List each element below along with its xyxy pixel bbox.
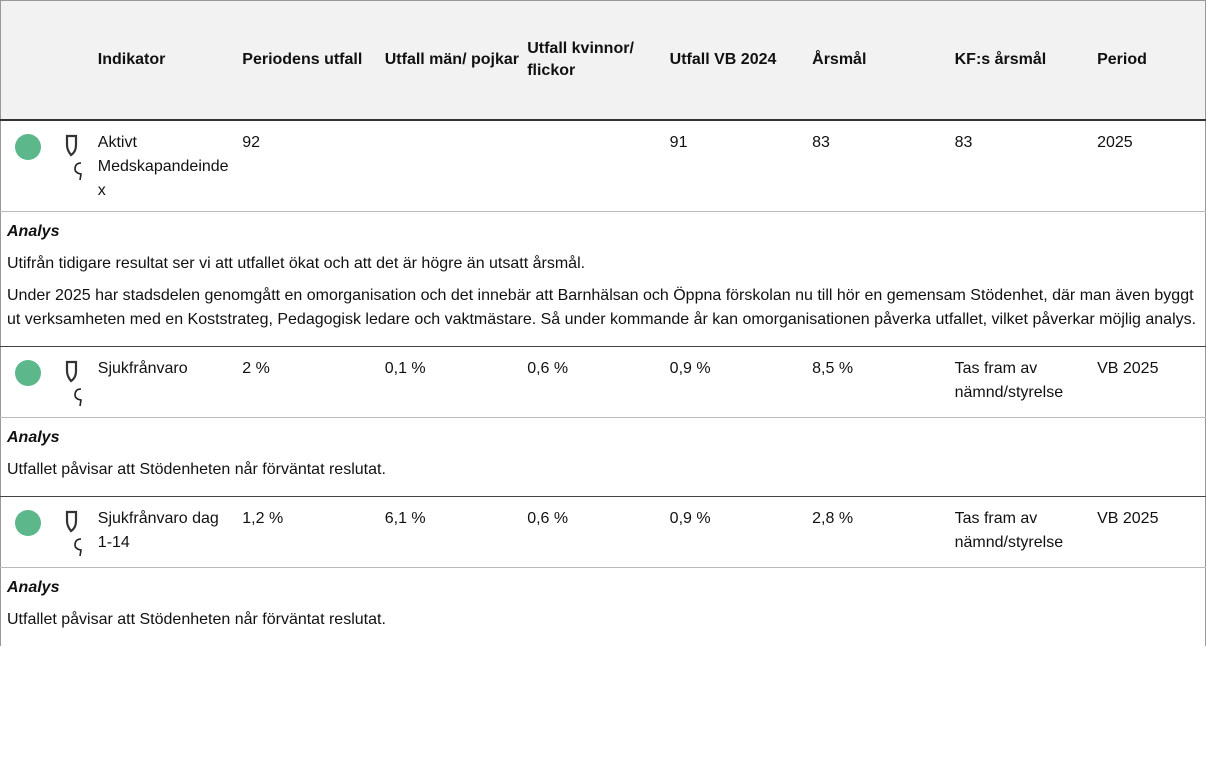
column-header: Period (1093, 0, 1206, 121)
indicator-name: Sjukfrånvaro dag 1-14 (93, 496, 239, 568)
indicator-value: 83 (808, 119, 951, 212)
indicator-table: Indikator Periodens utfall Utfall män/ poj… (0, 0, 1206, 646)
column-header: KF:s årsmål (950, 0, 1094, 121)
indicator-name: Aktivt Medskapandeindex (93, 119, 239, 212)
column-header: Utfall VB 2024 (665, 0, 809, 121)
indicator-row: Aktivt Medskapandeindex 92 91 83 83 2025 (0, 119, 1206, 212)
indicator-value: 6,1 % (380, 496, 524, 568)
analysis-text: Utifrån tidigare resultat ser vi att utf… (7, 255, 586, 272)
indicator-value: VB 2025 (1093, 496, 1206, 568)
shield-icon (65, 134, 78, 157)
indicator-value: 0,9 % (665, 346, 809, 418)
icon-cell (0, 346, 94, 418)
status-icons (15, 134, 82, 181)
analysis-row: Analys Utifrån tidigare resultat ser vi a… (0, 211, 1206, 347)
analysis-cell: Analys Utifrån tidigare resultat ser vi a… (0, 211, 1206, 347)
analysis-title: Analys (7, 579, 60, 596)
shield-icon (65, 510, 78, 533)
status-dot (15, 510, 41, 536)
indicator-value: 0,6 % (523, 346, 666, 418)
status-dot (15, 360, 41, 386)
analysis-cell: Analys Utfallet påvisar att Stödenheten n… (0, 417, 1206, 497)
indicator-value: 2,8 % (808, 496, 951, 568)
indicator-value: 0,9 % (665, 496, 809, 568)
indicator-value (523, 119, 666, 212)
table-body: Aktivt Medskapandeindex 92 91 83 83 2025 Analy… (0, 119, 1206, 646)
indicator-value: 0,6 % (523, 496, 666, 568)
analysis-cell: Analys Utfallet påvisar att Stödenheten n… (0, 567, 1206, 646)
indicator-value: 0,1 % (380, 346, 524, 418)
analysis-title: Analys (7, 223, 60, 240)
indicator-value: Tas fram av nämnd/styrelse (950, 496, 1094, 568)
indicator-value: Tas fram av nämnd/styrelse (950, 346, 1094, 418)
header-icon-cell (0, 0, 94, 121)
indicator-value: 1,2 % (238, 496, 381, 568)
indicator-value: 8,5 % (808, 346, 951, 418)
status-icons (15, 510, 82, 557)
analysis-title: Analys (7, 429, 60, 446)
indicator-value: 92 (238, 119, 381, 212)
status-dot (15, 134, 41, 160)
indicator-value: 2 % (238, 346, 381, 418)
indicator-row: Sjukfrånvaro 2 % 0,1 % 0,6 % 0,9 % 8,5 % Tas f… (0, 346, 1206, 418)
trend-icon (74, 388, 82, 407)
analysis-text: Utfallet påvisar att Stödenheten når för… (7, 611, 386, 628)
indicator-name: Sjukfrånvaro (93, 346, 239, 418)
column-header: Årsmål (808, 0, 951, 121)
indicator-value (380, 119, 524, 212)
column-header: Utfall kvinnor/ flickor (523, 0, 666, 121)
header-row: Indikator Periodens utfall Utfall män/ poj… (0, 0, 1206, 121)
icon-cell (0, 496, 94, 568)
status-icons (15, 360, 82, 407)
analysis-row: Analys Utfallet påvisar att Stödenheten n… (0, 417, 1206, 497)
column-header: Utfall män/ pojkar (380, 0, 524, 121)
analysis-text: Under 2025 har stadsdelen genomgått en o… (7, 287, 1197, 328)
icon-cell (0, 119, 94, 212)
analysis-text: Utfallet påvisar att Stödenheten når för… (7, 461, 386, 478)
column-header: Periodens utfall (238, 0, 381, 121)
indicator-value: VB 2025 (1093, 346, 1206, 418)
indicator-value: 2025 (1093, 119, 1206, 212)
indicator-value: 91 (665, 119, 809, 212)
analysis-row: Analys Utfallet påvisar att Stödenheten n… (0, 567, 1206, 646)
indicator-row: Sjukfrånvaro dag 1-14 1,2 % 6,1 % 0,6 % 0,9 … (0, 496, 1206, 568)
shield-icon (65, 360, 78, 383)
column-header: Indikator (93, 0, 239, 121)
table-header: Indikator Periodens utfall Utfall män/ poj… (0, 0, 1206, 121)
trend-icon (74, 162, 82, 181)
trend-icon (74, 538, 82, 557)
indicator-value: 83 (950, 119, 1094, 212)
